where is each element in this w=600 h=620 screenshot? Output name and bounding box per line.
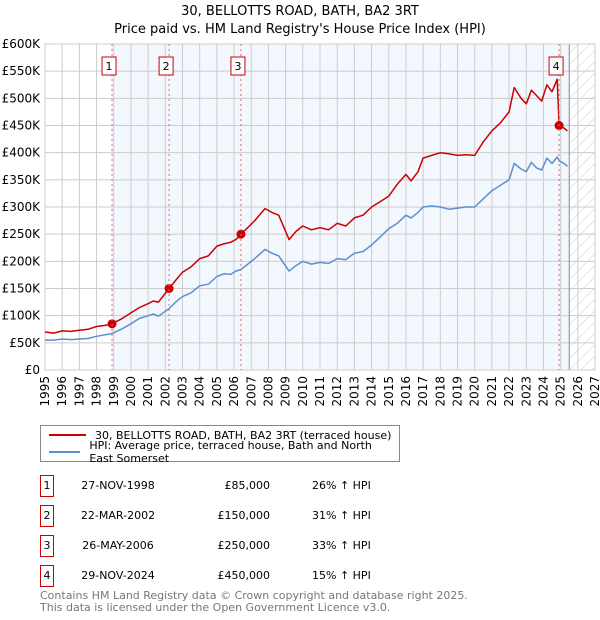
x-tick-label: 2008: [261, 376, 275, 407]
y-tick-label: £0: [25, 363, 40, 377]
legend: 30, BELLOTTS ROAD, BATH, BA2 3RT (terrac…: [40, 425, 400, 465]
sale-marker-number: 2: [163, 60, 170, 73]
y-tick-label: £350K: [2, 173, 42, 187]
sale-price: £450,000: [217, 569, 271, 582]
y-tick-label: £150K: [2, 282, 42, 296]
x-tick-label: 2018: [433, 376, 447, 407]
sale-price: £150,000: [217, 509, 271, 522]
sale-number: 4: [40, 565, 54, 587]
sale-marker-number: 4: [553, 60, 560, 73]
x-tick-label: 2007: [244, 376, 258, 407]
sale-row: 4 29-NOV-2024 £450,000 15% ↑ HPI: [40, 565, 440, 587]
x-tick-label: 2012: [330, 376, 344, 407]
sale-row: 3 26-MAY-2006 £250,000 33% ↑ HPI: [40, 535, 440, 557]
sale-number: 1: [40, 475, 54, 497]
sale-hpi-change: 26% ↑ HPI: [312, 479, 371, 492]
sale-date: 26-MAY-2006: [82, 539, 154, 552]
x-tick-label: 2009: [279, 376, 293, 407]
x-tick-label: 2017: [416, 376, 430, 407]
sale-marker-box: [158, 56, 174, 76]
y-tick-label: £550K: [2, 64, 42, 78]
sale-date: 22-MAR-2002: [80, 509, 156, 522]
chart-title: 30, BELLOTTS ROAD, BATH, BA2 3RT: [181, 4, 419, 19]
x-tick-label: 2024: [536, 376, 550, 407]
sale-row: 2 22-MAR-2002 £150,000 31% ↑ HPI: [40, 505, 440, 527]
sale-point: [164, 284, 174, 293]
x-tick-label: 2004: [193, 376, 207, 407]
x-tick-label: 2016: [399, 376, 413, 407]
y-tick-label: £450K: [2, 119, 42, 133]
legend-label: 30, BELLOTTS ROAD, BATH, BA2 3RT (terrac…: [95, 428, 392, 442]
x-tick-label: 2013: [347, 376, 361, 407]
y-tick-label: £400K: [2, 146, 42, 160]
sale-point: [107, 319, 117, 329]
price-chart: 30, BELLOTTS ROAD, BATH, BA2 3RT Price p…: [2, 4, 600, 407]
x-tick-label: 2003: [176, 376, 190, 407]
chart-subtitle: Price paid vs. HM Land Registry's House …: [114, 22, 486, 37]
sale-price: £250,000: [217, 539, 271, 552]
y-tick-label: £500K: [2, 91, 42, 105]
y-tick-label: £250K: [2, 227, 42, 241]
legend-item-hpi: HPI: Average price, terraced house, Bath…: [49, 439, 399, 465]
sale-hpi-change: 31% ↑ HPI: [312, 509, 371, 522]
sale-marker-number: 1: [106, 60, 113, 73]
sale-date: 27-NOV-1998: [81, 479, 155, 492]
legend-label: HPI: Average price, terraced house, Bath…: [89, 439, 372, 465]
legend-swatch-blue: [49, 451, 81, 453]
x-tick-label: 2006: [227, 376, 241, 407]
footer-line: Contains HM Land Registry data © Crown c…: [40, 589, 468, 602]
footer-line: This data is licensed under the Open Gov…: [40, 601, 391, 614]
x-tick-label: 2005: [210, 376, 224, 407]
x-tick-label: 2020: [468, 376, 482, 407]
x-tick-label: 1998: [90, 376, 104, 407]
sale-marker-number: 3: [234, 60, 241, 73]
property-price-line: [44, 78, 568, 334]
x-tick-label: 1996: [55, 376, 69, 407]
sale-price: £85,000: [224, 479, 271, 492]
sale-marker-box: [230, 56, 246, 76]
sale-row: 1 27-NOV-1998 £85,000 26% ↑ HPI: [40, 475, 440, 497]
sale-marker-box: [548, 56, 564, 76]
x-tick-label: 2023: [519, 376, 533, 407]
hpi-line: [45, 156, 568, 341]
sale-hpi-change: 33% ↑ HPI: [312, 539, 371, 552]
x-tick-label: 1997: [72, 376, 86, 407]
x-tick-label: 2025: [554, 376, 568, 407]
y-tick-label: £600K: [2, 37, 42, 51]
sale-number: 3: [40, 535, 54, 557]
x-tick-label: 2010: [296, 376, 310, 407]
plot-border: [44, 43, 596, 371]
legend-swatch-red: [49, 434, 86, 436]
x-tick-label: 1999: [107, 376, 121, 407]
x-tick-label: 2026: [571, 376, 585, 407]
x-tick-label: 2027: [588, 376, 600, 407]
x-tick-label: 1995: [38, 376, 52, 407]
y-tick-label: £50K: [9, 336, 41, 350]
x-tick-label: 2014: [365, 376, 379, 407]
x-tick-label: 2022: [502, 376, 516, 407]
x-tick-label: 2021: [485, 376, 499, 407]
y-tick-label: £100K: [2, 309, 42, 323]
footer: Contains HM Land Registry data © Crown c…: [40, 590, 468, 614]
x-tick-label: 2019: [451, 376, 465, 407]
sale-hpi-change: 15% ↑ HPI: [312, 569, 371, 582]
sale-number: 2: [40, 505, 54, 527]
x-tick-label: 2001: [141, 376, 155, 407]
sale-marker-box: [101, 56, 117, 76]
legend-item-property: 30, BELLOTTS ROAD, BATH, BA2 3RT (terrac…: [49, 427, 391, 443]
x-tick-label: 2002: [158, 376, 172, 407]
y-tick-label: £300K: [2, 200, 42, 214]
sale-date: 29-NOV-2024: [81, 569, 155, 582]
y-tick-label: £200K: [2, 254, 42, 268]
x-tick-label: 2011: [313, 376, 327, 407]
x-tick-label: 2000: [124, 376, 138, 407]
x-tick-label: 2015: [382, 376, 396, 407]
